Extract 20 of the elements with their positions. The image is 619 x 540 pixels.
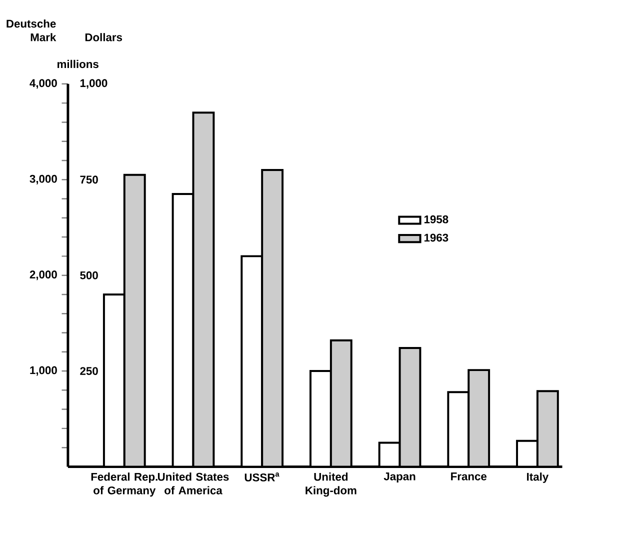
x-tick-label: United States of America [158, 472, 229, 494]
x-tick-label: Japan [384, 472, 416, 483]
y2-tick-label: 500 [80, 271, 98, 280]
y-tick-label: 3,000 [30, 174, 57, 184]
x-tick-label: Federal Rep. of Germany [91, 472, 158, 497]
y2-tick-label: 1,000 [80, 79, 108, 89]
x-tick-label: USSR$^{a}$ [244, 472, 280, 482]
y-tick-label: 4,000 [30, 79, 57, 89]
legend-label: 1958 [424, 216, 448, 224]
x-tick-label: France [451, 472, 487, 480]
x-tick-label: Italy [527, 472, 549, 484]
y2-axis-title: Dollars [85, 33, 122, 42]
y-tick-label: 1,000 [30, 366, 57, 376]
y-axis-title: Deutsche Mark [6, 20, 56, 42]
y2-tick-label: 250 [80, 367, 98, 376]
x-tick-label: United King-dom [306, 472, 356, 497]
y-tick-label: 2,000 [30, 270, 57, 280]
legend-label: 1963 [424, 234, 448, 242]
y2-tick-label: 750 [80, 176, 98, 184]
text: millions [58, 60, 98, 68]
